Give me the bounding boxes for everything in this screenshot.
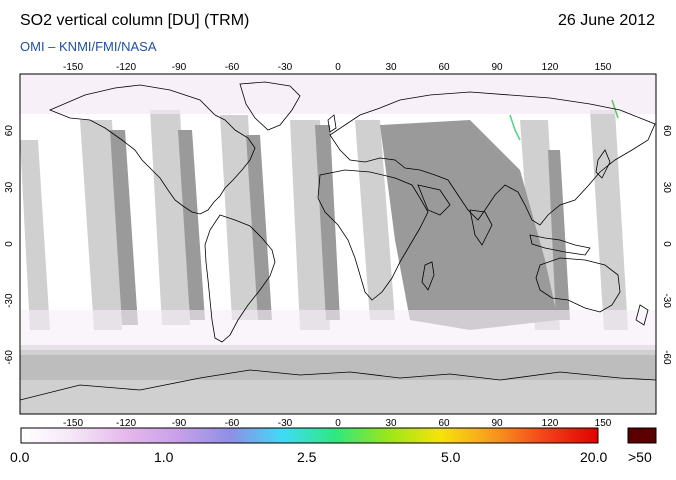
lon-ticks-top: -150 -120 -90 -60 -30 0 30 60 90 120 150 (63, 62, 612, 73)
orbit-gap-dark-3 (246, 135, 272, 320)
lon-tick-label-bottom: 120 (542, 418, 559, 429)
orbit-gap-2 (80, 120, 122, 330)
coast-africa (317, 169, 429, 301)
lon-tick-label-top: -120 (116, 62, 136, 73)
coast-eurasia (329, 91, 656, 226)
lat-tick-label-right: 30 (661, 182, 672, 194)
coast-greenland (239, 81, 301, 131)
lon-tick-label-bottom: -150 (63, 418, 83, 429)
so2-signal-north (509, 114, 521, 141)
orbit-gap-dark-5 (380, 120, 558, 330)
colorbar-overflow-label: >50 (628, 449, 652, 465)
lon-tick-label-top: -30 (278, 62, 293, 73)
so2-noise-patches (20, 74, 656, 350)
lat-tick-label-left: 60 (4, 125, 15, 137)
coast-indonesia (529, 234, 591, 256)
lat-tick-label-right: 60 (661, 125, 672, 137)
orbit-gap-dark-1 (110, 130, 138, 325)
map-area (20, 74, 656, 414)
coast-japan (595, 149, 611, 179)
map-subtitle: OMI – KNMI/FMI/NASA (20, 39, 157, 54)
lat-tick-label-left: -30 (4, 293, 15, 308)
orbit-gap-dark-4 (315, 125, 340, 320)
colorbar (20, 427, 599, 444)
lon-tick-label-top: 30 (385, 62, 397, 73)
colorbar-label-1: 1.0 (154, 449, 174, 465)
lon-tick-label-top: 150 (595, 62, 612, 73)
colorbar-overflow-swatch (627, 427, 657, 444)
lat-tick-label-right: -30 (661, 293, 672, 308)
lon-tick-label-top: 90 (491, 62, 503, 73)
lon-tick-label-bottom: 150 (595, 418, 612, 429)
lon-tick-label-top: -90 (172, 62, 187, 73)
arctic-noise (20, 74, 656, 114)
lat-ticks-left: 60 30 0 -30 -60 (4, 125, 15, 365)
coast-new-zealand (635, 304, 649, 326)
lon-tick-label-bottom: -120 (116, 418, 136, 429)
colorbar-label-4: 20.0 (580, 449, 608, 465)
coast-australia (535, 257, 621, 313)
colorbar-label-3: 5.0 (441, 449, 461, 465)
orbit-gap-dark-6 (548, 150, 570, 320)
coastlines (20, 81, 656, 401)
lon-tick-label-top: -150 (63, 62, 83, 73)
coast-uk (327, 114, 337, 133)
lat-tick-label-left: -60 (4, 350, 15, 365)
coast-india (469, 209, 493, 246)
colorbar-label-2: 2.5 (297, 449, 317, 465)
orbit-gap-3 (150, 110, 190, 325)
antarctic-no-data (20, 345, 656, 414)
map-date: 26 June 2012 (558, 12, 655, 29)
lon-tick-label-bottom: 0 (335, 418, 341, 429)
orbit-gap-1 (20, 140, 50, 330)
coast-south-america (204, 214, 276, 343)
orbit-gaps-dark (20, 120, 656, 380)
lat-ticks-right: 60 30 0 -30 -60 (661, 125, 672, 365)
southern-noise (20, 310, 656, 350)
colorbar-label-0: 0.0 (10, 449, 30, 465)
lon-tick-label-top: 0 (335, 62, 341, 73)
lat-tick-label-left: 30 (4, 181, 15, 193)
lon-tick-label-bottom: 90 (491, 418, 503, 429)
coast-madagascar (421, 261, 435, 291)
lon-tick-label-top: -60 (225, 62, 240, 73)
coast-arabia (417, 184, 451, 216)
lon-tick-label-bottom: -60 (225, 418, 240, 429)
lon-tick-label-bottom: -30 (278, 418, 293, 429)
lon-tick-label-bottom: 30 (385, 418, 397, 429)
lon-tick-label-top: 60 (438, 62, 450, 73)
coast-north-america (48, 84, 256, 215)
orbit-gap-6 (355, 120, 395, 320)
lon-tick-label-bottom: -90 (172, 418, 187, 429)
orbit-gap-8 (590, 110, 628, 330)
lon-tick-label-bottom: 60 (438, 418, 450, 429)
map-frame (19, 73, 657, 415)
lat-tick-label-left: 0 (4, 241, 15, 247)
map-title: SO2 vertical column [DU] (TRM) (20, 12, 250, 29)
orbit-gap-dark-2 (178, 130, 205, 320)
southern-band (20, 355, 656, 380)
lon-tick-label-top: 120 (542, 62, 559, 73)
lat-tick-label-right: -60 (661, 350, 672, 365)
lon-ticks-bottom: -150 -120 -90 -60 -30 0 30 60 90 120 150 (63, 418, 612, 429)
lat-tick-label-right: 0 (661, 241, 672, 247)
coast-antarctica (20, 369, 656, 401)
